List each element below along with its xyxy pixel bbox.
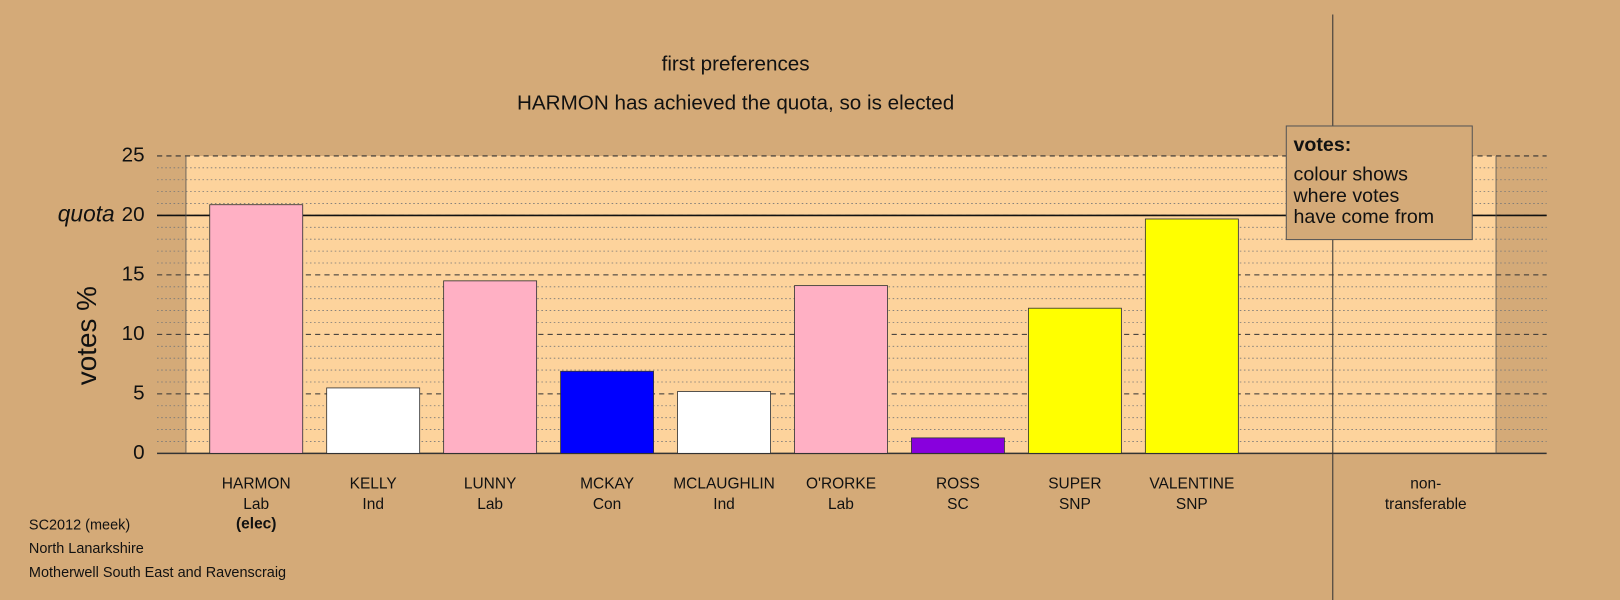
bar (1027, 307, 1122, 454)
bar (560, 370, 654, 454)
chart-subtitle: HARMON has achieved the quota, so is ele… (517, 92, 954, 115)
x-tick-label: HARMON (222, 475, 291, 492)
quota-label: quota (58, 200, 115, 226)
bar (794, 285, 888, 454)
legend-box (1285, 125, 1473, 241)
bar (911, 437, 1005, 454)
footer-text: SC2012 (meek) (29, 517, 130, 533)
y-tick-label: 10 (122, 322, 145, 345)
x-tick-sublabel: SNP (1059, 496, 1091, 513)
x-tick-label: ROSS (936, 475, 980, 492)
x-tick-sublabel: SC (947, 496, 969, 513)
legend-text: have come from (1294, 206, 1435, 228)
x-tick-sublabel: Lab (243, 496, 269, 513)
legend-title: votes: (1294, 134, 1352, 156)
bar (209, 204, 304, 454)
y-tick-label: 0 (133, 441, 144, 464)
x-tick-sublabel: Con (593, 496, 621, 513)
bar (1144, 218, 1239, 454)
x-tick-sublabel: transferable (1385, 496, 1467, 513)
elected-label: (elec) (236, 516, 276, 533)
y-axis-label: votes % (71, 286, 102, 385)
legend-text: colour shows (1294, 164, 1409, 186)
footer-text: Motherwell South East and Ravenscraig (29, 565, 286, 581)
chart-title: first preferences (662, 53, 810, 76)
x-tick-sublabel: Ind (362, 496, 384, 513)
x-tick-label: non- (1410, 475, 1441, 492)
x-tick-label: MCKAY (580, 475, 634, 492)
x-tick-sublabel: Lab (828, 496, 854, 513)
bar (677, 391, 771, 454)
x-tick-sublabel: SNP (1176, 496, 1208, 513)
footer-text: North Lanarkshire (29, 541, 144, 557)
y-tick-label: 25 (122, 143, 145, 166)
legend-text: where votes (1293, 185, 1400, 207)
y-tick-label: 15 (122, 262, 145, 285)
x-tick-label: O'RORKE (806, 475, 876, 492)
x-tick-sublabel: Ind (713, 496, 735, 513)
bar (326, 387, 421, 454)
x-tick-label: VALENTINE (1149, 475, 1234, 492)
bar (443, 280, 538, 454)
y-tick-label: 20 (122, 203, 145, 226)
x-tick-label: MCLAUGHLIN (673, 475, 775, 492)
x-tick-label: SUPER (1048, 475, 1101, 492)
x-tick-label: KELLY (350, 475, 397, 492)
y-tick-label: 5 (133, 381, 144, 404)
x-tick-sublabel: Lab (477, 496, 503, 513)
x-tick-label: LUNNY (464, 475, 517, 492)
